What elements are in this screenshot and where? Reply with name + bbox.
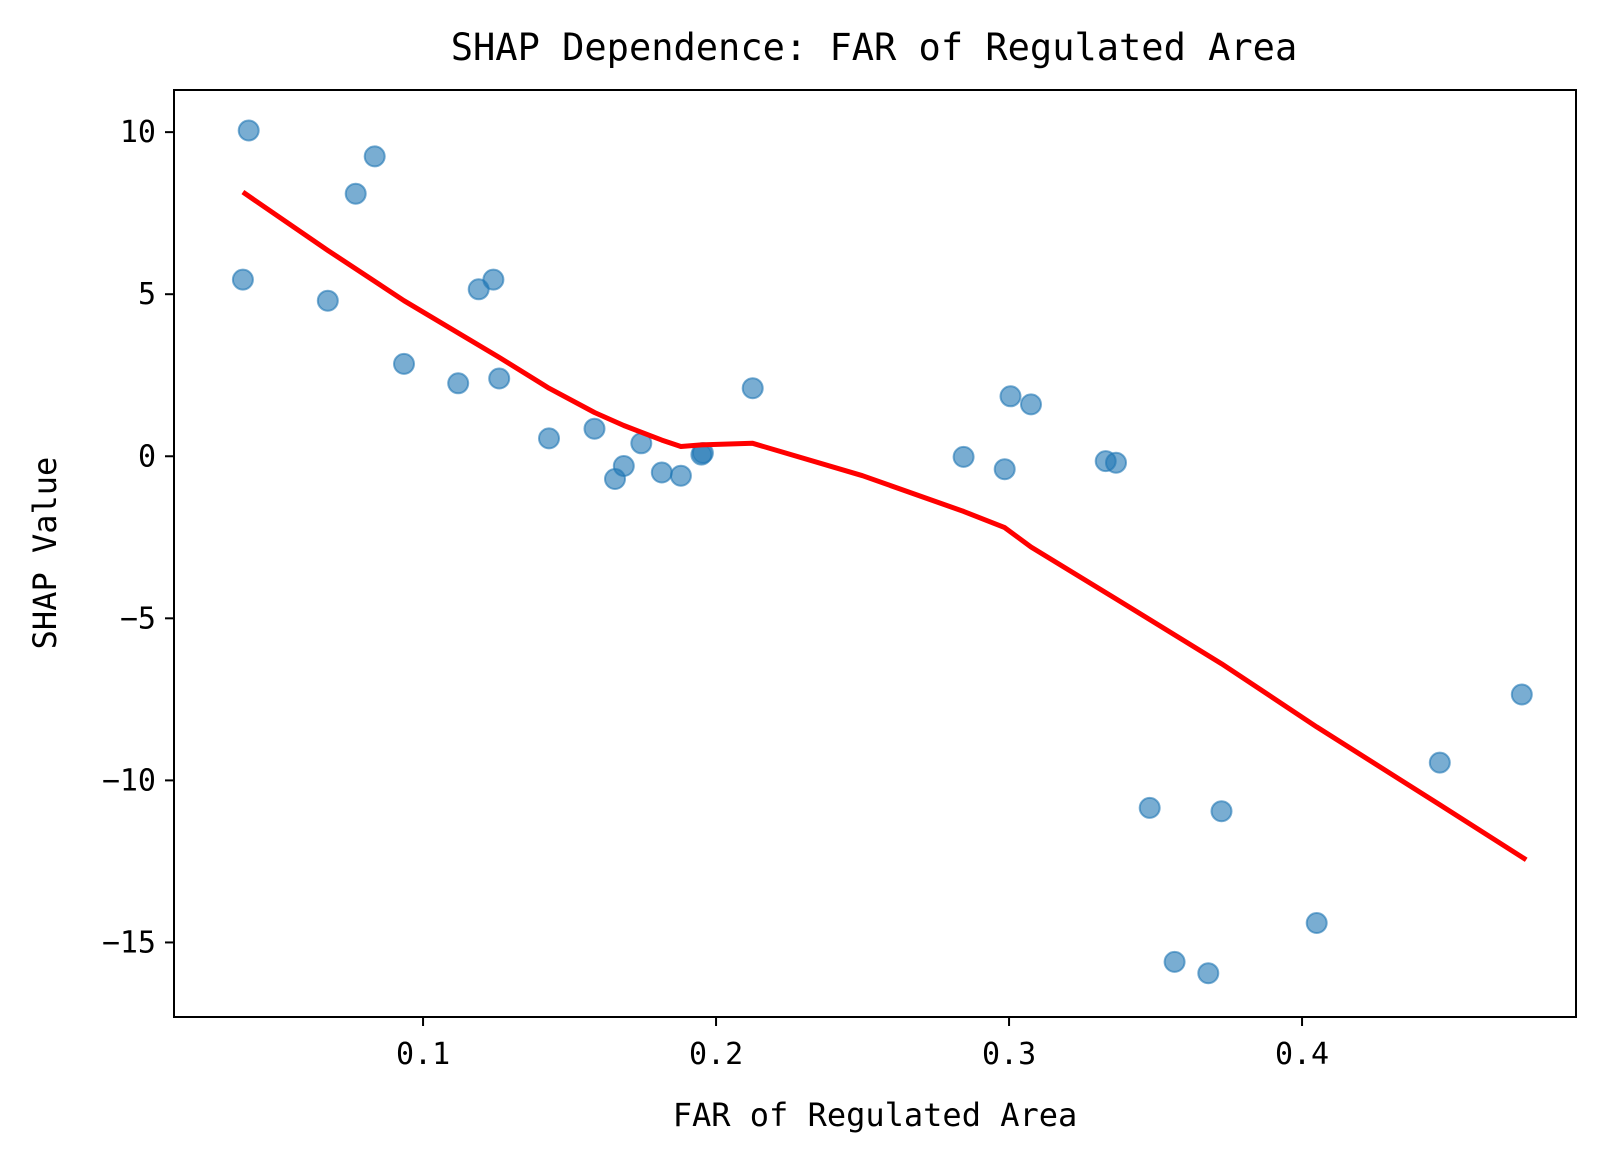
data-point (1163, 950, 1186, 973)
data-point (447, 372, 470, 395)
data-point (669, 464, 692, 487)
data-point (231, 268, 254, 291)
data-point (583, 417, 606, 440)
y-tick-label: −15 (102, 925, 156, 960)
y-tick-label: −10 (102, 763, 156, 798)
x-axis-label: FAR of Regulated Area (673, 1096, 1078, 1134)
y-tick-label: 0 (138, 439, 156, 474)
data-point (1210, 800, 1233, 823)
data-point (1020, 393, 1042, 416)
y-axis-label: SHAP Value (26, 457, 64, 650)
plot-frame (173, 89, 1577, 1018)
data-point (538, 427, 560, 450)
y-tick-label: 5 (138, 277, 156, 312)
data-point (482, 268, 505, 291)
data-point (488, 367, 511, 390)
data-point (393, 352, 415, 375)
data-point (344, 182, 367, 205)
x-axis: 0.1 0.2 0.3 0.4 (396, 1017, 1329, 1072)
data-point (363, 145, 386, 168)
y-tick-label: −5 (120, 601, 156, 636)
data-point (316, 289, 339, 312)
data-point (1138, 796, 1161, 819)
data-point (1510, 683, 1533, 706)
trend-line (241, 190, 1528, 862)
data-point (612, 455, 635, 477)
x-tick-label: 0.4 (1275, 1037, 1329, 1072)
plot-area (231, 119, 1533, 985)
data-point (650, 461, 673, 484)
y-tick-label: 10 (120, 115, 156, 150)
data-point (1105, 451, 1127, 474)
x-tick-label: 0.2 (689, 1037, 743, 1072)
data-point (952, 445, 975, 468)
y-axis: 10 5 0 −5 −10 −15 (102, 115, 174, 960)
data-point (999, 385, 1022, 408)
x-tick-label: 0.3 (982, 1037, 1036, 1072)
data-point (741, 377, 764, 400)
data-point (1197, 962, 1220, 985)
chart-title: SHAP Dependence: FAR of Regulated Area (451, 26, 1297, 69)
x-tick-label: 0.1 (396, 1037, 450, 1072)
data-point (993, 458, 1016, 481)
data-point (1428, 751, 1451, 774)
data-point (237, 119, 260, 142)
data-point (1305, 912, 1328, 934)
